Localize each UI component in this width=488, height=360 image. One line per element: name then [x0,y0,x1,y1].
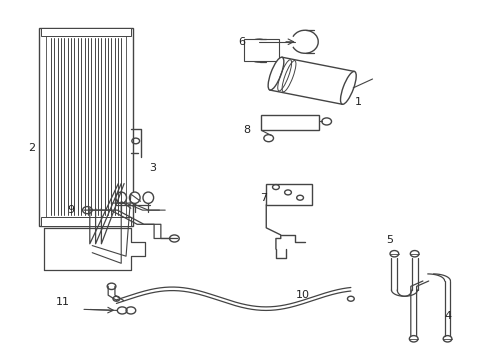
Bar [244,39,279,61]
Bar [41,28,131,36]
Text: 4: 4 [443,311,450,321]
Text: 3: 3 [149,163,156,172]
Bar [39,28,133,226]
Ellipse shape [340,71,355,104]
Text: 2: 2 [28,143,35,153]
Ellipse shape [116,192,126,203]
Text: 6: 6 [238,37,245,47]
Text: 5: 5 [385,235,392,245]
Ellipse shape [129,192,140,203]
Text: 9: 9 [67,205,74,215]
Text: 8: 8 [243,125,250,135]
Ellipse shape [142,192,153,203]
Bar [265,184,311,205]
Bar [261,116,319,130]
Ellipse shape [267,57,283,90]
Text: 11: 11 [56,297,70,307]
Text: 7: 7 [260,193,267,203]
Text: 1: 1 [354,97,361,107]
Text: 10: 10 [295,290,309,300]
Bar [41,217,131,226]
